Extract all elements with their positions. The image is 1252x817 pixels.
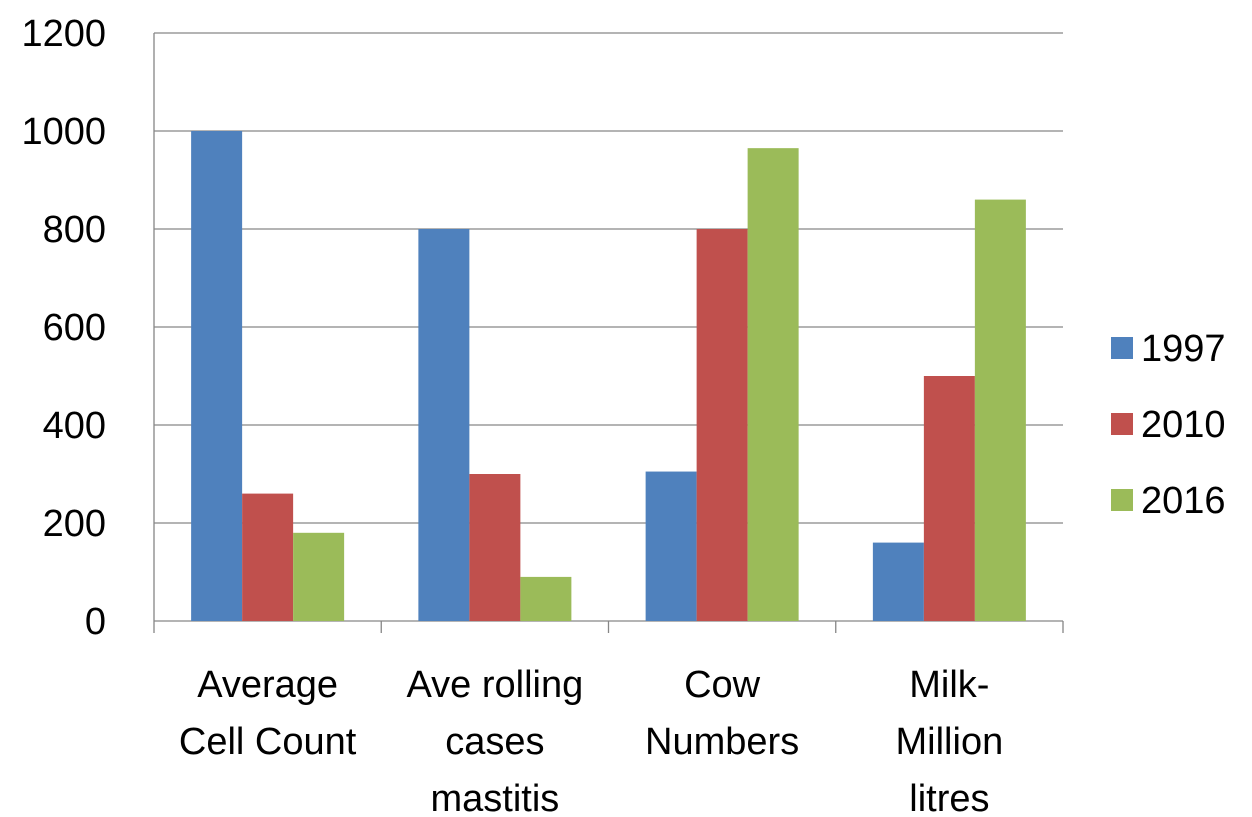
x-category-label: litres (909, 778, 989, 817)
y-tick-label: 1000 (21, 111, 106, 153)
y-tick-label: 1200 (21, 13, 106, 55)
bars (191, 131, 1026, 621)
bar-2010-cat-2 (696, 229, 748, 621)
y-tick-label: 200 (43, 503, 106, 545)
y-tick-label: 0 (85, 601, 106, 643)
x-category-label: cases (445, 721, 544, 763)
bar-2010-cat-1 (469, 474, 521, 621)
bar-1997-cat-0 (191, 131, 243, 621)
bar-2016-cat-3 (974, 199, 1026, 621)
bar-1997-cat-1 (418, 229, 470, 621)
y-tick-label: 400 (43, 405, 106, 447)
legend-swatch-1997 (1111, 337, 1133, 359)
gridlines (154, 32, 1063, 524)
x-axis-category-labels: Average Cell Count Ave rolling cases mastiti… (179, 664, 1003, 817)
x-category-label: Million (896, 721, 1004, 763)
x-category-label: Average (197, 664, 338, 706)
legend-label-2016: 2016 (1141, 480, 1226, 522)
x-category-label: Milk- (909, 664, 989, 706)
bar-2010-cat-0 (242, 493, 294, 621)
y-tick-label: 600 (43, 307, 106, 349)
x-category-label: Cow (684, 664, 761, 706)
x-category-label: Numbers (645, 721, 799, 763)
bar-2016-cat-1 (520, 576, 572, 621)
y-axis-tick-labels: 0 200 400 600 800 1000 1200 (21, 13, 106, 643)
legend: 1997 2010 2016 (1111, 328, 1226, 522)
legend-label-1997: 1997 (1141, 328, 1226, 370)
bar-1997-cat-3 (872, 542, 924, 621)
bar-2010-cat-3 (923, 376, 975, 621)
x-category-label: mastitis (430, 778, 559, 817)
bar-1997-cat-2 (645, 471, 697, 621)
legend-swatch-2016 (1111, 489, 1133, 511)
y-tick-label: 800 (43, 209, 106, 251)
x-category-label: Ave rolling (407, 664, 584, 706)
x-category-label: Cell Count (179, 721, 357, 763)
bar-2016-cat-0 (293, 532, 345, 621)
legend-swatch-2010 (1111, 413, 1133, 435)
bar-2016-cat-2 (747, 148, 799, 621)
legend-label-2010: 2010 (1141, 404, 1226, 446)
